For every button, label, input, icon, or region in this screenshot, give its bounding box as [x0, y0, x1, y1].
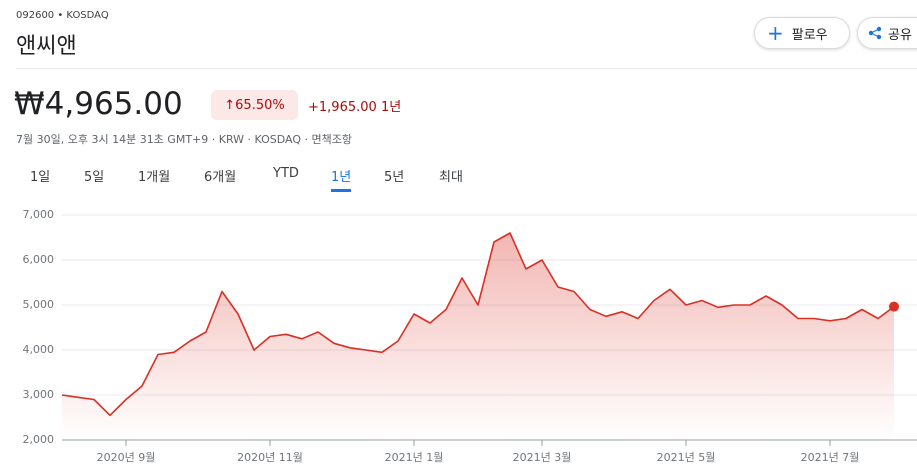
- last-point: [889, 301, 899, 312]
- plus-icon: +: [767, 21, 784, 45]
- x-tick-label: 2021년 3월: [513, 451, 572, 464]
- share-label: 공유: [888, 27, 912, 43]
- follow-label: 팔로우: [791, 27, 828, 43]
- y-tick-label: 5,000: [23, 298, 55, 311]
- x-tick-label: 2021년 7월: [801, 451, 860, 464]
- change-period: 1년: [380, 100, 402, 115]
- change-amount: +1,965.00: [308, 100, 377, 115]
- change: +1,965.00 1년: [308, 96, 401, 115]
- x-tick-label: 2021년 1월: [385, 451, 444, 464]
- follow-button[interactable]: + 팔로우: [754, 17, 850, 49]
- x-tick-label: 2020년 11월: [237, 451, 303, 464]
- y-tick-label: 4,000: [23, 343, 55, 356]
- change-badge: ↑ 65.50%: [211, 90, 298, 120]
- range-tab[interactable]: 5일: [84, 170, 105, 185]
- divider: [16, 68, 917, 69]
- share-button[interactable]: 공유: [857, 17, 917, 49]
- ticker: 092600 • KOSDAQ: [16, 10, 109, 21]
- share-icon: [868, 26, 882, 40]
- range-tab[interactable]: 6개월: [204, 170, 237, 185]
- y-tick-label: 3,000: [23, 388, 55, 401]
- y-tick-label: 2,000: [23, 433, 55, 446]
- company-name: 앤씨앤: [16, 34, 77, 59]
- y-tick-label: 7,000: [23, 208, 55, 221]
- range-tab[interactable]: 1일: [30, 170, 51, 185]
- range-tab[interactable]: 5년: [384, 170, 405, 185]
- x-tick-label: 2021년 5월: [657, 451, 716, 464]
- range-tab[interactable]: 최대: [439, 170, 463, 185]
- range-tab[interactable]: 1년: [331, 166, 352, 192]
- area-fill: [62, 233, 894, 440]
- x-tick-label: 2020년 9월: [97, 451, 156, 464]
- change-percent: 65.50%: [235, 97, 285, 113]
- price: ₩4,965.00: [14, 86, 183, 122]
- price-line: [61, 232, 895, 417]
- up-arrow: ↑: [224, 97, 236, 113]
- price-info: 7월 30일, 오후 3시 14분 31초 GMT+9 · KRW · KOSD…: [16, 133, 353, 146]
- range-tab[interactable]: YTD: [273, 166, 299, 181]
- range-tab[interactable]: 1개월: [138, 170, 171, 185]
- y-tick-label: 6,000: [23, 253, 55, 266]
